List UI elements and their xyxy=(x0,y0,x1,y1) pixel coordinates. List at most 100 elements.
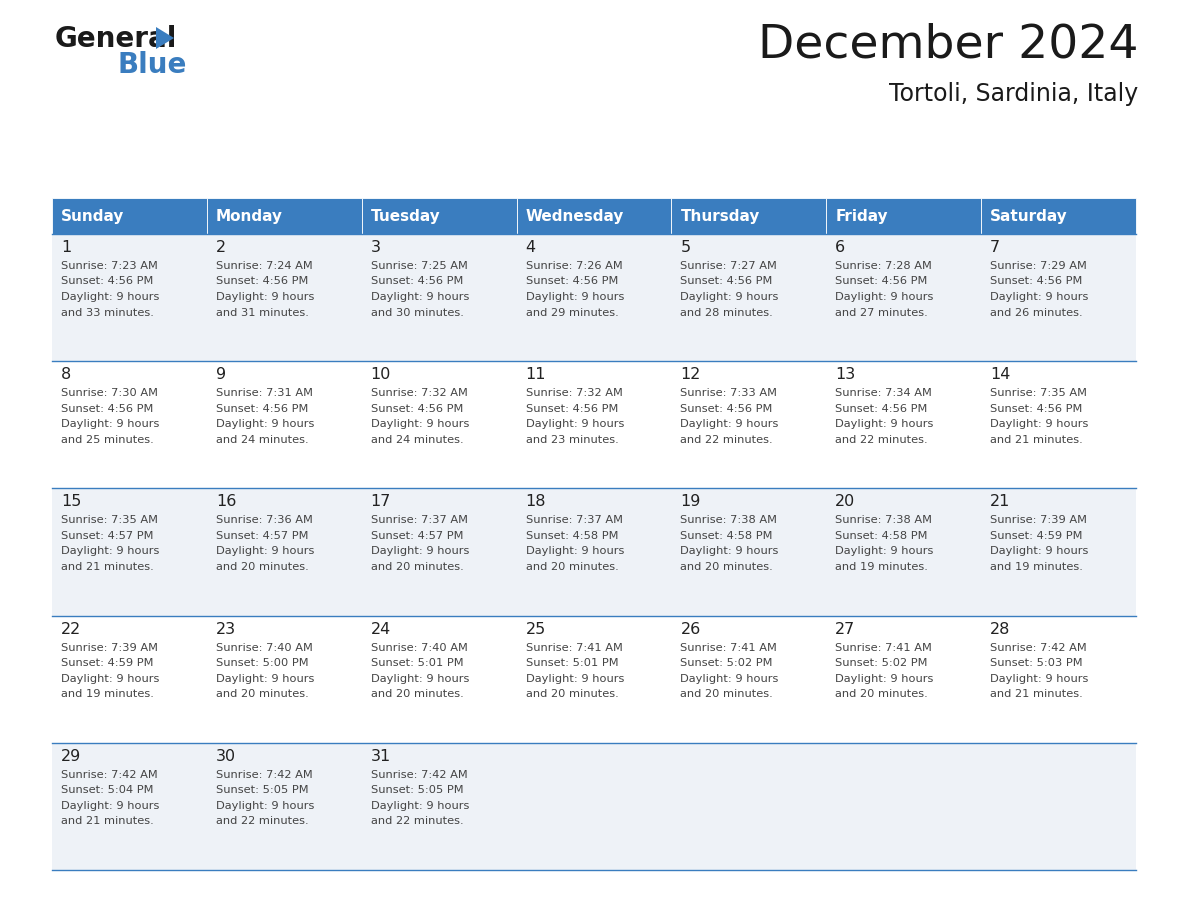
Text: Sunset: 4:56 PM: Sunset: 4:56 PM xyxy=(681,404,773,414)
Text: and 29 minutes.: and 29 minutes. xyxy=(525,308,618,318)
Text: Sunrise: 7:42 AM: Sunrise: 7:42 AM xyxy=(216,770,312,779)
Text: 2: 2 xyxy=(216,240,226,255)
Bar xyxy=(981,234,1136,361)
Text: 20: 20 xyxy=(835,495,855,509)
Text: and 21 minutes.: and 21 minutes. xyxy=(990,689,1083,700)
Text: Sunrise: 7:41 AM: Sunrise: 7:41 AM xyxy=(681,643,777,653)
Text: Sunrise: 7:29 AM: Sunrise: 7:29 AM xyxy=(990,261,1087,271)
Text: Sunset: 4:56 PM: Sunset: 4:56 PM xyxy=(990,404,1082,414)
Text: Daylight: 9 hours: Daylight: 9 hours xyxy=(216,674,315,684)
Text: 1: 1 xyxy=(61,240,71,255)
Text: Sunset: 4:57 PM: Sunset: 4:57 PM xyxy=(371,531,463,541)
Bar xyxy=(517,488,671,616)
Text: Sunset: 4:56 PM: Sunset: 4:56 PM xyxy=(371,276,463,286)
Text: and 20 minutes.: and 20 minutes. xyxy=(681,689,773,700)
Text: Thursday: Thursday xyxy=(681,208,760,223)
Bar xyxy=(981,198,1136,234)
Text: and 26 minutes.: and 26 minutes. xyxy=(990,308,1082,318)
Text: 15: 15 xyxy=(61,495,81,509)
Text: Daylight: 9 hours: Daylight: 9 hours xyxy=(835,292,934,302)
Text: Sunrise: 7:31 AM: Sunrise: 7:31 AM xyxy=(216,388,312,398)
Text: and 30 minutes.: and 30 minutes. xyxy=(371,308,463,318)
Text: 19: 19 xyxy=(681,495,701,509)
Bar xyxy=(981,488,1136,616)
Text: 12: 12 xyxy=(681,367,701,382)
Text: 4: 4 xyxy=(525,240,536,255)
Text: 5: 5 xyxy=(681,240,690,255)
Text: Sunrise: 7:38 AM: Sunrise: 7:38 AM xyxy=(835,515,933,525)
Text: Daylight: 9 hours: Daylight: 9 hours xyxy=(681,546,779,556)
Text: and 19 minutes.: and 19 minutes. xyxy=(990,562,1083,572)
Text: 7: 7 xyxy=(990,240,1000,255)
Bar xyxy=(207,616,361,743)
Text: and 28 minutes.: and 28 minutes. xyxy=(681,308,773,318)
Text: Sunrise: 7:33 AM: Sunrise: 7:33 AM xyxy=(681,388,777,398)
Text: Sunset: 5:05 PM: Sunset: 5:05 PM xyxy=(216,785,309,795)
Text: Daylight: 9 hours: Daylight: 9 hours xyxy=(835,674,934,684)
Text: Sunrise: 7:24 AM: Sunrise: 7:24 AM xyxy=(216,261,312,271)
Bar xyxy=(361,743,517,870)
Bar xyxy=(827,488,981,616)
Bar xyxy=(52,616,207,743)
Text: Daylight: 9 hours: Daylight: 9 hours xyxy=(216,800,315,811)
Text: 11: 11 xyxy=(525,367,546,382)
Text: Sunset: 4:58 PM: Sunset: 4:58 PM xyxy=(835,531,928,541)
Text: 8: 8 xyxy=(61,367,71,382)
Text: Sunset: 4:59 PM: Sunset: 4:59 PM xyxy=(61,658,153,668)
Text: Sunrise: 7:42 AM: Sunrise: 7:42 AM xyxy=(990,643,1087,653)
Text: Sunset: 4:56 PM: Sunset: 4:56 PM xyxy=(525,276,618,286)
Bar xyxy=(981,743,1136,870)
Bar xyxy=(671,234,827,361)
Text: 14: 14 xyxy=(990,367,1011,382)
Bar xyxy=(361,488,517,616)
Text: Daylight: 9 hours: Daylight: 9 hours xyxy=(525,546,624,556)
Text: 26: 26 xyxy=(681,621,701,636)
Text: Sunset: 4:56 PM: Sunset: 4:56 PM xyxy=(835,404,928,414)
Text: Daylight: 9 hours: Daylight: 9 hours xyxy=(681,674,779,684)
Text: Sunrise: 7:39 AM: Sunrise: 7:39 AM xyxy=(990,515,1087,525)
Text: Daylight: 9 hours: Daylight: 9 hours xyxy=(835,546,934,556)
Text: Daylight: 9 hours: Daylight: 9 hours xyxy=(216,292,315,302)
Text: Tortoli, Sardinia, Italy: Tortoli, Sardinia, Italy xyxy=(889,82,1138,106)
Text: Sunrise: 7:41 AM: Sunrise: 7:41 AM xyxy=(525,643,623,653)
Text: and 20 minutes.: and 20 minutes. xyxy=(681,562,773,572)
Text: Daylight: 9 hours: Daylight: 9 hours xyxy=(61,292,159,302)
Text: Sunset: 4:58 PM: Sunset: 4:58 PM xyxy=(525,531,618,541)
Text: Sunset: 4:57 PM: Sunset: 4:57 PM xyxy=(61,531,153,541)
Bar xyxy=(671,743,827,870)
Text: and 22 minutes.: and 22 minutes. xyxy=(835,435,928,444)
Bar xyxy=(517,234,671,361)
Text: Sunday: Sunday xyxy=(61,208,125,223)
Bar xyxy=(827,616,981,743)
Text: Daylight: 9 hours: Daylight: 9 hours xyxy=(990,292,1088,302)
Text: Sunset: 5:00 PM: Sunset: 5:00 PM xyxy=(216,658,309,668)
Text: and 21 minutes.: and 21 minutes. xyxy=(990,435,1083,444)
Polygon shape xyxy=(156,27,173,49)
Text: and 21 minutes.: and 21 minutes. xyxy=(61,816,153,826)
Text: Sunrise: 7:23 AM: Sunrise: 7:23 AM xyxy=(61,261,158,271)
Text: 24: 24 xyxy=(371,621,391,636)
Bar xyxy=(52,234,207,361)
Bar xyxy=(671,198,827,234)
Text: Daylight: 9 hours: Daylight: 9 hours xyxy=(525,420,624,430)
Text: Sunrise: 7:37 AM: Sunrise: 7:37 AM xyxy=(525,515,623,525)
Bar xyxy=(207,198,361,234)
Text: Sunset: 5:02 PM: Sunset: 5:02 PM xyxy=(835,658,928,668)
Text: Sunrise: 7:26 AM: Sunrise: 7:26 AM xyxy=(525,261,623,271)
Bar xyxy=(361,361,517,488)
Text: 23: 23 xyxy=(216,621,236,636)
Text: and 20 minutes.: and 20 minutes. xyxy=(525,562,618,572)
Text: Sunrise: 7:37 AM: Sunrise: 7:37 AM xyxy=(371,515,468,525)
Text: Daylight: 9 hours: Daylight: 9 hours xyxy=(371,546,469,556)
Bar xyxy=(827,198,981,234)
Bar xyxy=(207,488,361,616)
Text: and 33 minutes.: and 33 minutes. xyxy=(61,308,154,318)
Text: 18: 18 xyxy=(525,495,546,509)
Text: and 23 minutes.: and 23 minutes. xyxy=(525,435,618,444)
Text: Sunset: 4:59 PM: Sunset: 4:59 PM xyxy=(990,531,1082,541)
Text: Sunset: 4:56 PM: Sunset: 4:56 PM xyxy=(990,276,1082,286)
Text: Sunrise: 7:30 AM: Sunrise: 7:30 AM xyxy=(61,388,158,398)
Text: Sunset: 4:56 PM: Sunset: 4:56 PM xyxy=(61,276,153,286)
Text: Sunrise: 7:42 AM: Sunrise: 7:42 AM xyxy=(371,770,467,779)
Text: Sunset: 4:58 PM: Sunset: 4:58 PM xyxy=(681,531,773,541)
